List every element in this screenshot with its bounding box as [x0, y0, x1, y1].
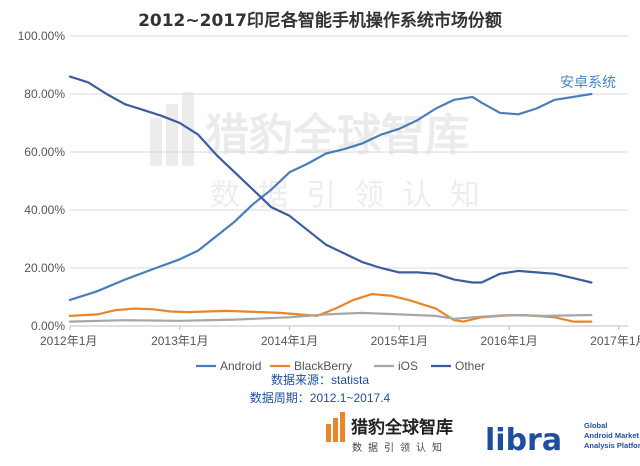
y-tick-label: 20.00%: [24, 261, 65, 275]
x-tick-label: 2013年1月: [151, 334, 208, 348]
libra-sub-2: Android Market: [584, 431, 640, 440]
android-annotation: 安卓系统: [560, 74, 616, 90]
cheetah-logo-icon: [326, 412, 345, 442]
footer-brand-slogan: 数据引领认知: [352, 441, 448, 454]
watermark-slogan: 数据引领认知: [210, 178, 498, 213]
y-tick-label: 40.00%: [24, 203, 65, 217]
grid: [70, 35, 628, 327]
series-line-ios: [68, 311, 593, 323]
x-tick-label: 2016年1月: [480, 334, 537, 348]
x-tick-label: 2014年1月: [261, 334, 318, 348]
footer-brand-cn: 猎豹全球智库: [351, 417, 453, 438]
libra-sub-1: Global: [584, 421, 607, 430]
y-tick-label: 100.00%: [18, 29, 66, 43]
legend-label-blackberry: BlackBerry: [294, 359, 352, 373]
series-line-blackberry: [68, 293, 593, 323]
x-axis: 2012年1月 2013年1月 2014年1月 2015年1月 2016年1月 2017年…: [40, 326, 640, 348]
legend-label-android: Android: [220, 359, 261, 373]
y-tick-label: 60.00%: [24, 145, 65, 159]
libra-logo: libra: [485, 423, 562, 458]
libra-sub-3: Analysis Platform: [584, 441, 640, 450]
y-tick-label: 80.00%: [24, 87, 65, 101]
x-tick-label: 2017年1月: [590, 334, 640, 348]
footer-logo-cheetah: 猎豹全球智库 数据引领认知: [326, 412, 453, 454]
x-tick-label: 2015年1月: [371, 334, 428, 348]
x-tick-label: 2012年1月: [40, 334, 97, 348]
chart-title: 2012~2017印尼各智能手机操作系统市场份额: [138, 10, 502, 31]
series-line-android: [68, 92, 593, 301]
series-line-other: [68, 75, 593, 284]
period-note: 数据周期：2012.1~2017.4: [250, 390, 391, 405]
source-note: 数据来源：statista: [271, 372, 369, 387]
y-tick-label: 0.00%: [31, 319, 65, 333]
watermark-brand: 猎豹全球智库: [205, 110, 469, 161]
footer-logo-libra: libra Global Android Market Analysis Pla…: [485, 421, 640, 458]
legend-label-ios: iOS: [398, 359, 418, 373]
legend: Android BlackBerry iOS Other: [196, 359, 485, 373]
series-layer: [68, 75, 593, 323]
y-axis: 100.00% 80.00% 60.00% 40.00% 20.00% 0.00%: [18, 29, 66, 333]
legend-label-other: Other: [455, 359, 485, 373]
